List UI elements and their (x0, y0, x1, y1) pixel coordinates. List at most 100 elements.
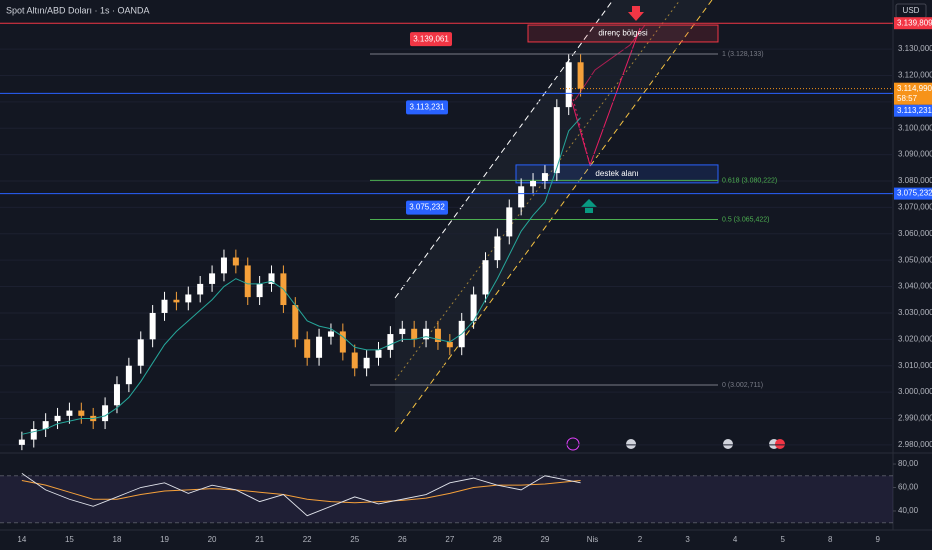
candle-body (54, 415, 61, 422)
zone (527, 24, 719, 43)
x-tick-label: 5 (780, 535, 785, 544)
candle-body (565, 62, 572, 108)
candle-body (446, 341, 453, 348)
candle-body (316, 336, 323, 358)
y-tick-label: 3.040,000 (898, 282, 932, 291)
path-projection-2 (574, 24, 646, 101)
y-tick-label: 3.010,000 (898, 361, 932, 370)
y-tick-label: 3.130,000 (898, 44, 932, 53)
candle-body (30, 429, 37, 440)
candle-body (434, 328, 441, 342)
candle-body (113, 384, 120, 406)
x-tick-label: 19 (160, 535, 169, 544)
y-tick-label: 2.990,000 (898, 414, 932, 423)
countdown: 58:57 (897, 94, 918, 103)
candle-body (149, 312, 156, 340)
candle-body (209, 273, 216, 284)
candle-body (197, 283, 204, 295)
level-axis-label: 3.113,231 (897, 106, 932, 115)
x-tick-label: Nis (587, 535, 599, 544)
candle-body (125, 365, 132, 385)
candle-body (161, 299, 168, 313)
x-tick-label: 4 (733, 535, 738, 544)
rsi-line (21, 473, 581, 517)
candle-body (351, 352, 358, 369)
chart-title: Spot Altın/ABD Doları · 1s · OANDA (6, 5, 150, 15)
level-tag: 3.113,231 (410, 102, 446, 111)
candle-body (268, 273, 275, 284)
x-tick-label: 9 (876, 535, 881, 544)
candle-body (506, 207, 513, 237)
x-tick-label: 15 (65, 535, 74, 544)
candle-body (304, 339, 311, 358)
x-tick-label: 3 (685, 535, 690, 544)
candle-body (541, 173, 548, 182)
y-tick-label: 2.980,000 (898, 440, 932, 449)
x-tick-label: 20 (208, 535, 217, 544)
candle-body (220, 257, 227, 274)
tag-label: 3.139,061 (413, 34, 449, 43)
y-tick-label: 3.030,000 (898, 308, 932, 317)
level-axis-label: 3.075,232 (897, 189, 932, 198)
y-tick-label: 3.080,000 (898, 176, 932, 185)
last-price-label: 3.114,990 (897, 84, 932, 93)
candle-body (292, 305, 299, 340)
candle-body (363, 357, 370, 369)
x-tick-label: 29 (540, 535, 549, 544)
down-arrow (628, 6, 644, 21)
event-icon (626, 439, 636, 449)
candle-body (244, 265, 251, 298)
rsi-tick-label: 80,00 (898, 459, 919, 468)
event-icon (566, 437, 580, 451)
candle-body (339, 331, 346, 353)
y-tick-label: 3.070,000 (898, 203, 932, 212)
x-tick-label: 25 (350, 535, 359, 544)
level-tag-box (406, 100, 448, 115)
candle-body (482, 260, 489, 295)
y-tick-label: 3.020,000 (898, 334, 932, 343)
event-icon (775, 439, 785, 449)
candle-body (137, 339, 144, 366)
candle-body (256, 283, 263, 298)
candle-body (387, 334, 394, 350)
level-axis-label: 3.139,809 (897, 18, 932, 27)
candle-body (173, 299, 180, 303)
axis-label-box (894, 104, 932, 117)
x-tick-label: 14 (17, 535, 26, 544)
fib-label: 1 (3.128,133) (722, 51, 764, 58)
event-icon (723, 439, 733, 449)
level-tag: 3.075,232 (409, 203, 445, 212)
candle-body (423, 328, 430, 340)
x-tick-label: 2 (638, 535, 643, 544)
channel-mid (394, 0, 681, 381)
zone-label: direnç bölgesi (598, 29, 648, 38)
candle-body (577, 62, 584, 89)
candle-body (232, 257, 239, 266)
candle-body (399, 328, 406, 335)
last-price-box (894, 82, 932, 105)
candle-body (18, 439, 25, 445)
y-tick-label: 3.100,000 (898, 123, 932, 132)
channel-top (394, 0, 614, 299)
x-tick-label: 27 (445, 535, 454, 544)
x-tick-label: 18 (113, 535, 122, 544)
y-tick-label: 3.000,000 (898, 387, 932, 396)
rsi-band (0, 475, 893, 523)
candle-body (66, 410, 73, 416)
x-tick-label: 26 (398, 535, 407, 544)
y-tick-label: 3.060,000 (898, 229, 932, 238)
candle-body (375, 349, 382, 358)
candle-body (518, 186, 525, 208)
fib-label: 0.618 (3.080,222) (722, 177, 777, 184)
y-tick-label: 3.120,000 (898, 71, 932, 80)
fib-label: 0.5 (3.065,422) (722, 216, 769, 223)
zone-label: destek alanı (595, 169, 638, 178)
level-tag-box (406, 200, 448, 215)
up-arrow (581, 199, 597, 213)
candle-body (42, 421, 49, 430)
x-tick-label: 28 (493, 535, 502, 544)
candle-body (530, 181, 537, 187)
candle-body (78, 410, 85, 416)
